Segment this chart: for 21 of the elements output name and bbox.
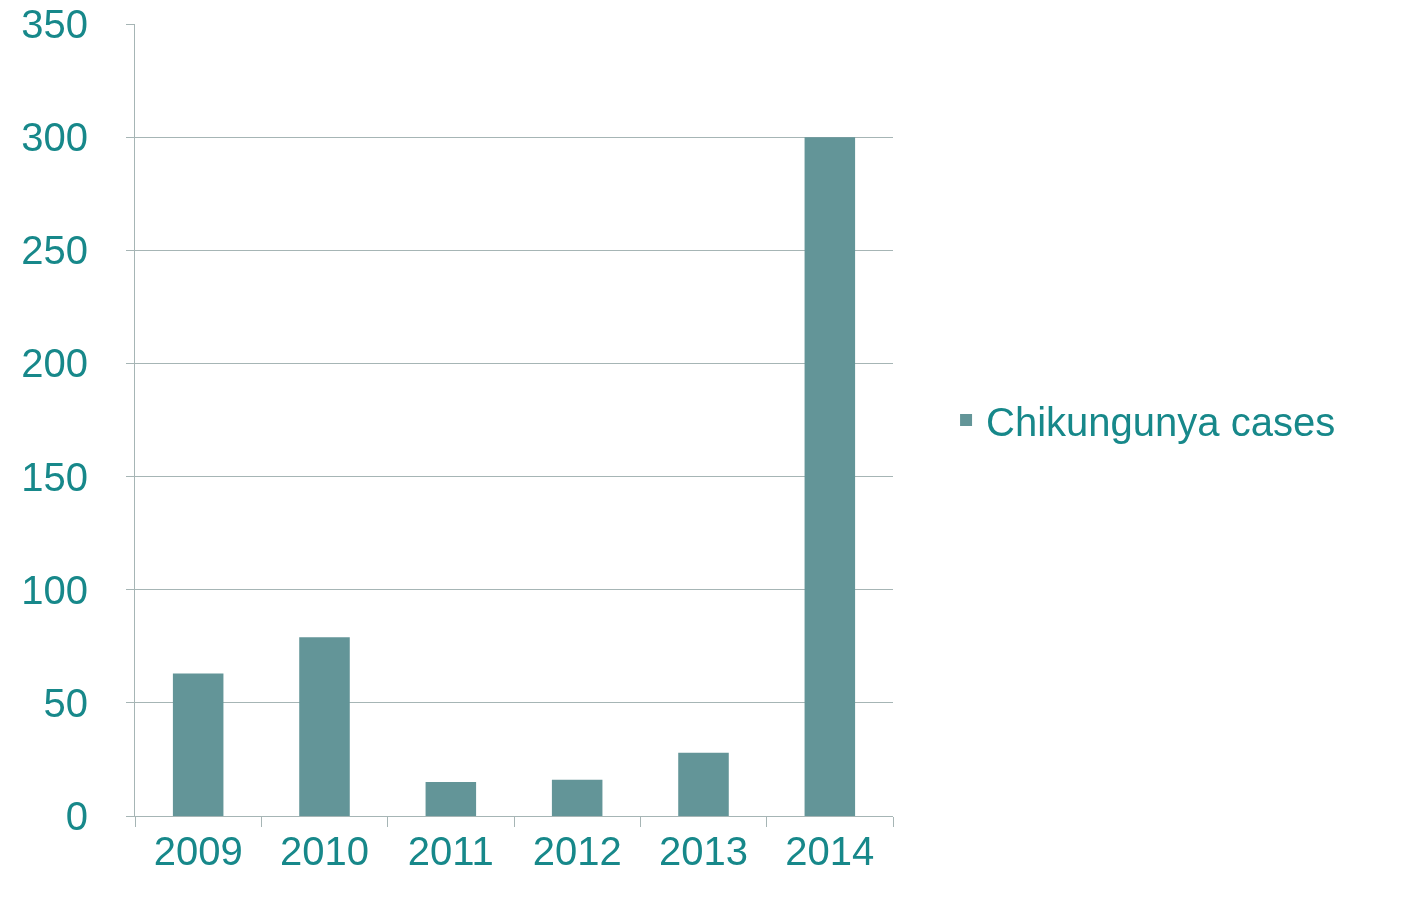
x-tick-label: 2009 [153, 829, 243, 873]
x-tick-label: 2011 [407, 829, 494, 873]
x-tick-label: 2012 [532, 829, 622, 873]
y-tick-label: 50 [43, 680, 88, 725]
y-tick-label: 250 [21, 228, 88, 273]
bar [804, 137, 856, 816]
y-tick-label: 300 [21, 115, 88, 160]
bar [678, 752, 729, 816]
y-tick-label: 100 [21, 567, 88, 612]
y-tick-label: 0 [65, 794, 88, 838]
y-tick-label: 350 [21, 2, 88, 46]
x-tick-label: 2013 [659, 829, 748, 873]
x-tick-label: 2014 [785, 829, 875, 873]
legend-label: Chikungunya cases [986, 399, 1336, 444]
bar [299, 637, 350, 816]
x-tick-label: 2010 [280, 829, 369, 873]
bar [172, 673, 224, 816]
bar [551, 779, 603, 816]
y-tick-label: 150 [21, 454, 88, 499]
y-tick-label: 200 [21, 341, 88, 386]
bar [425, 782, 477, 816]
